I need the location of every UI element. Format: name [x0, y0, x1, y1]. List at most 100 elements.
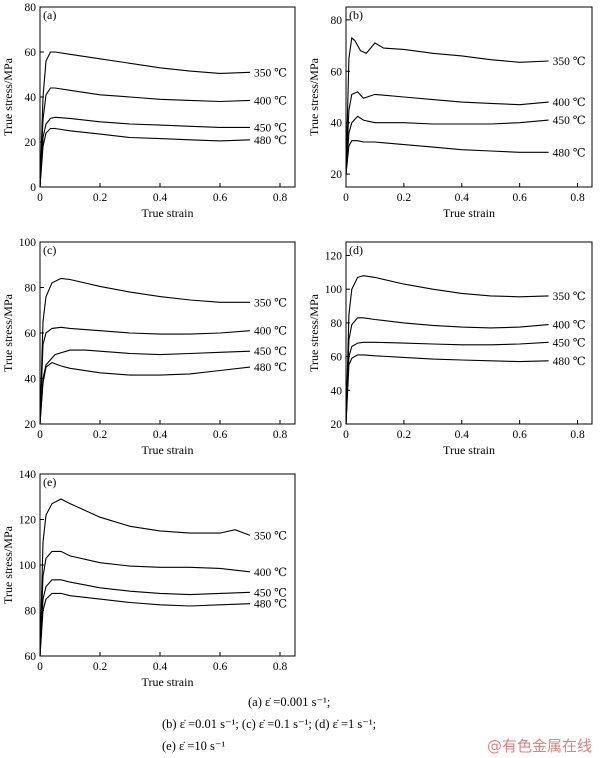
x-tick-label: 0.8 [273, 192, 288, 204]
y-tick-label: 80 [331, 318, 343, 330]
series-label: 350 ℃ [553, 56, 586, 68]
y-tick-label: 140 [19, 469, 37, 481]
series-label: 400 ℃ [553, 320, 586, 332]
y-tick-label: 60 [331, 66, 343, 78]
series-line [39, 361, 251, 425]
panel-label: (e) [43, 475, 56, 489]
series-label: 350 ℃ [254, 530, 287, 542]
x-tick-label: 0.6 [213, 429, 228, 441]
caption-line-2: (b) ε̇ =0.01 s⁻¹; (c) ε̇ =0.1 s⁻¹; (d) ε… [162, 717, 377, 731]
series-label: 450 ℃ [254, 346, 287, 358]
series-label: 400 ℃ [254, 326, 287, 338]
y-tick-label: 120 [19, 515, 37, 527]
y-tick-label: 100 [325, 284, 343, 296]
series-label: 450 ℃ [553, 337, 586, 349]
x-tick-label: 0 [37, 661, 43, 673]
series-label: 480 ℃ [553, 356, 586, 368]
series-label: 480 ℃ [254, 362, 287, 374]
x-tick-label: 0.8 [570, 192, 585, 204]
caption-line-3: (e) ε̇ =10 s⁻¹ [162, 739, 226, 753]
x-tick-label: 0.6 [213, 192, 228, 204]
x-tick-label: 0 [343, 192, 349, 204]
y-tick-label: 20 [331, 419, 343, 431]
series-line [39, 51, 251, 188]
x-tick-label: 0.8 [273, 661, 288, 673]
panel-label: (b) [349, 8, 363, 22]
x-tick-label: 0.2 [93, 192, 108, 204]
series-line [39, 550, 251, 657]
y-tick-label: 20 [25, 137, 37, 149]
series-label: 400 ℃ [254, 567, 287, 579]
series-label: 480 ℃ [254, 599, 287, 611]
y-tick-label: 40 [25, 374, 37, 386]
plot-frame [345, 241, 593, 425]
x-tick-label: 0.6 [512, 429, 527, 441]
caption-line-1: (a) ε̇ =0.001 s⁻¹; [248, 695, 331, 709]
y-tick-label: 60 [25, 651, 37, 663]
x-tick-label: 0 [343, 429, 349, 441]
y-tick-label: 40 [331, 118, 343, 130]
x-tick-label: 0.4 [455, 429, 470, 441]
series-label: 480 ℃ [553, 147, 586, 159]
y-tick-label: 100 [19, 560, 37, 572]
y-axis-label: True stress/MPa [307, 293, 321, 372]
series-label: 450 ℃ [254, 122, 287, 134]
series-line [39, 579, 251, 657]
series-label: 400 ℃ [553, 97, 586, 109]
plot-frame [39, 473, 296, 657]
x-tick-label: 0.6 [512, 192, 527, 204]
x-tick-label: 0.4 [153, 429, 168, 441]
series-label: 450 ℃ [254, 587, 287, 599]
x-axis-label: True strain [443, 206, 495, 220]
y-tick-label: 80 [25, 606, 37, 618]
x-tick-label: 0.2 [397, 192, 412, 204]
series-line [345, 354, 549, 425]
x-tick-label: 0 [37, 429, 43, 441]
x-tick-label: 0.8 [273, 429, 288, 441]
series-line [345, 91, 549, 175]
x-tick-label: 0.2 [397, 429, 412, 441]
series-line [39, 498, 251, 657]
series-label: 350 ℃ [254, 67, 287, 79]
panel-label: (d) [349, 243, 363, 257]
series-line [39, 87, 251, 188]
series-line [39, 127, 251, 188]
x-tick-label: 0.2 [93, 429, 108, 441]
series-label: 480 ℃ [254, 135, 287, 147]
series-line [345, 36, 549, 175]
y-tick-label: 80 [331, 15, 343, 27]
watermark: @有色金属在线 [486, 737, 592, 755]
x-tick-label: 0.8 [570, 429, 585, 441]
series-line [345, 317, 549, 425]
x-tick-label: 0.6 [213, 661, 228, 673]
y-axis-label: True stress/MPa [1, 525, 15, 604]
series-line [39, 349, 251, 425]
y-tick-label: 60 [25, 47, 37, 59]
panel-label: (a) [43, 8, 56, 22]
series-line [345, 341, 549, 425]
plot-frame [345, 6, 593, 188]
series-line [345, 275, 549, 425]
y-axis-label: True stress/MPa [1, 293, 15, 372]
y-tick-label: 40 [25, 92, 37, 104]
series-line [39, 277, 250, 425]
y-axis-label: True stress/MPa [1, 57, 15, 136]
y-tick-label: 80 [25, 283, 37, 295]
series-label: 400 ℃ [254, 95, 287, 107]
x-axis-label: True strain [443, 443, 495, 457]
x-tick-label: 0.2 [93, 661, 108, 673]
y-tick-label: 100 [19, 237, 37, 249]
x-axis-label: True strain [142, 443, 194, 457]
x-tick-label: 0.4 [153, 661, 168, 673]
series-label: 450 ℃ [553, 115, 586, 127]
y-tick-label: 120 [325, 250, 343, 262]
x-tick-label: 0 [37, 192, 43, 204]
y-tick-label: 60 [25, 328, 37, 340]
series-line [39, 326, 251, 425]
y-tick-label: 40 [331, 385, 343, 397]
y-tick-label: 0 [30, 182, 36, 194]
x-tick-label: 0.4 [153, 192, 168, 204]
panel-label: (c) [43, 243, 56, 257]
series-line [345, 140, 549, 175]
